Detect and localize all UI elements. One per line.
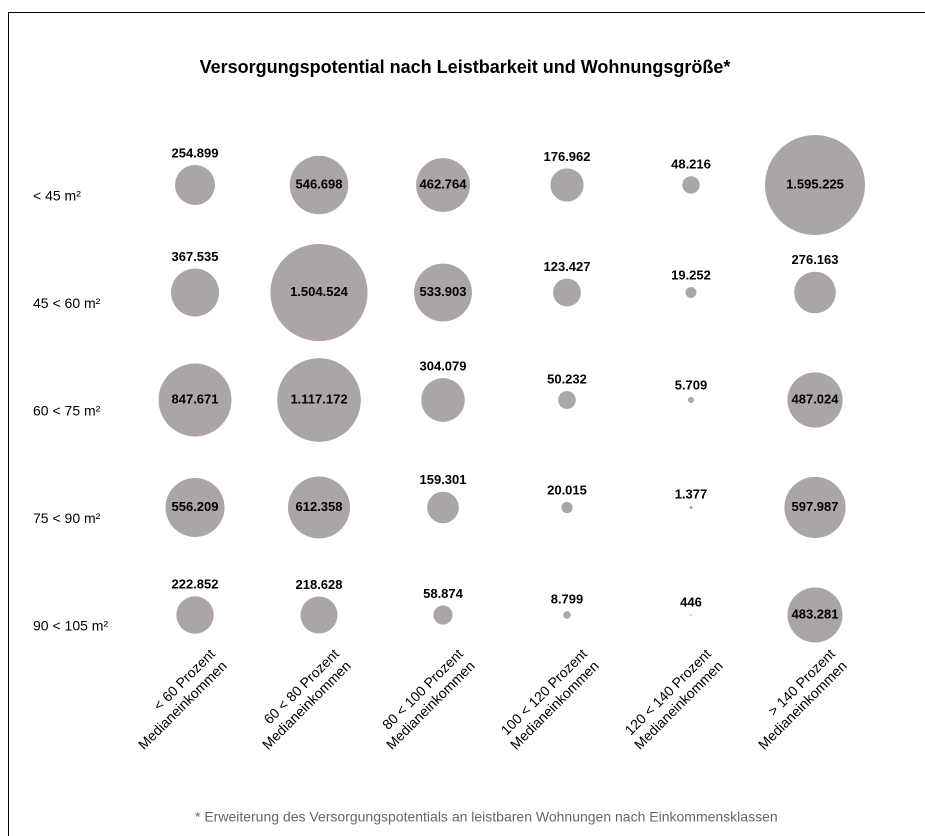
bubble (289, 155, 349, 215)
data-label: 612.358 (296, 499, 343, 514)
row-label: 45 < 60 m² (33, 295, 101, 311)
bubble (414, 263, 472, 322)
bubble (165, 477, 225, 538)
data-label: 546.698 (296, 176, 343, 191)
x-tick-label: > 140 ProzentMedianeinkommen (743, 645, 850, 752)
data-label: 446 (680, 595, 702, 610)
bubble (416, 158, 470, 212)
data-label: 5.709 (675, 377, 708, 392)
bubble (550, 168, 584, 202)
bubble (277, 358, 361, 442)
data-label: 483.281 (792, 606, 839, 621)
data-label: 556.209 (172, 499, 219, 514)
data-label: 50.232 (547, 372, 587, 387)
data-label: 533.903 (420, 284, 467, 299)
bubble (561, 501, 573, 514)
data-label: 367.535 (172, 249, 219, 264)
data-label: 487.024 (792, 391, 840, 406)
bubble (288, 476, 350, 539)
data-label: 8.799 (551, 592, 584, 607)
bubble (563, 611, 571, 619)
footnote: * Erweiterung des Versorgungspotentials … (195, 809, 778, 825)
bubble (558, 391, 576, 409)
data-label: 218.628 (296, 577, 343, 592)
data-label: 48.216 (671, 157, 711, 172)
bubble (689, 506, 693, 509)
data-label: 58.874 (423, 586, 464, 601)
bubble (427, 491, 459, 524)
data-label: 176.962 (544, 149, 591, 164)
row-label: 60 < 75 m² (33, 403, 101, 419)
frame (8, 12, 925, 836)
data-label: 123.427 (544, 259, 591, 274)
bubble (158, 363, 232, 437)
data-label: 847.671 (172, 391, 219, 406)
data-label: 276.163 (792, 252, 839, 267)
data-label: 597.987 (792, 499, 839, 514)
chart-title: Versorgungspotential nach Leistbarkeit u… (200, 57, 731, 77)
bubble (794, 271, 836, 314)
x-tick-label: 60 < 80 ProzentMedianeinkommen (247, 645, 354, 752)
data-label: 1.377 (675, 486, 708, 501)
bubble (176, 596, 214, 634)
x-tick-label: < 60 ProzentMedianeinkommen (123, 645, 230, 752)
data-label: 19.252 (671, 267, 711, 282)
bubble (690, 614, 692, 616)
data-label: 20.015 (547, 482, 587, 497)
bubble (421, 378, 465, 422)
bubble (765, 135, 865, 235)
bubble (784, 476, 846, 539)
data-label: 254.899 (172, 145, 219, 160)
data-label: 1.504.524 (290, 284, 349, 299)
bubble (682, 176, 700, 194)
row-label: 75 < 90 m² (33, 510, 101, 526)
x-tick-label: 120 < 140 ProzentMedianeinkommen (619, 645, 726, 752)
data-label: 462.764 (420, 176, 468, 191)
row-label: < 45 m² (33, 188, 81, 204)
x-tick-label: 80 < 100 ProzentMedianeinkommen (371, 645, 478, 752)
data-label: 1.117.172 (290, 391, 347, 406)
data-label: 159.301 (420, 472, 467, 487)
data-label: 222.852 (172, 577, 219, 592)
bubble (270, 243, 368, 342)
bubble (553, 278, 581, 307)
row-label: 90 < 105 m² (33, 618, 108, 634)
bubble (685, 287, 697, 298)
bubble (175, 165, 215, 205)
x-tick-label: 100 < 120 ProzentMedianeinkommen (495, 645, 602, 752)
bubble (688, 397, 694, 403)
bubble (787, 372, 843, 428)
bubble (300, 596, 338, 634)
data-label: 304.079 (420, 359, 467, 374)
bubble (433, 605, 453, 625)
bubble (171, 268, 219, 317)
bubble (787, 587, 843, 643)
data-label: 1.595.225 (786, 176, 844, 191)
